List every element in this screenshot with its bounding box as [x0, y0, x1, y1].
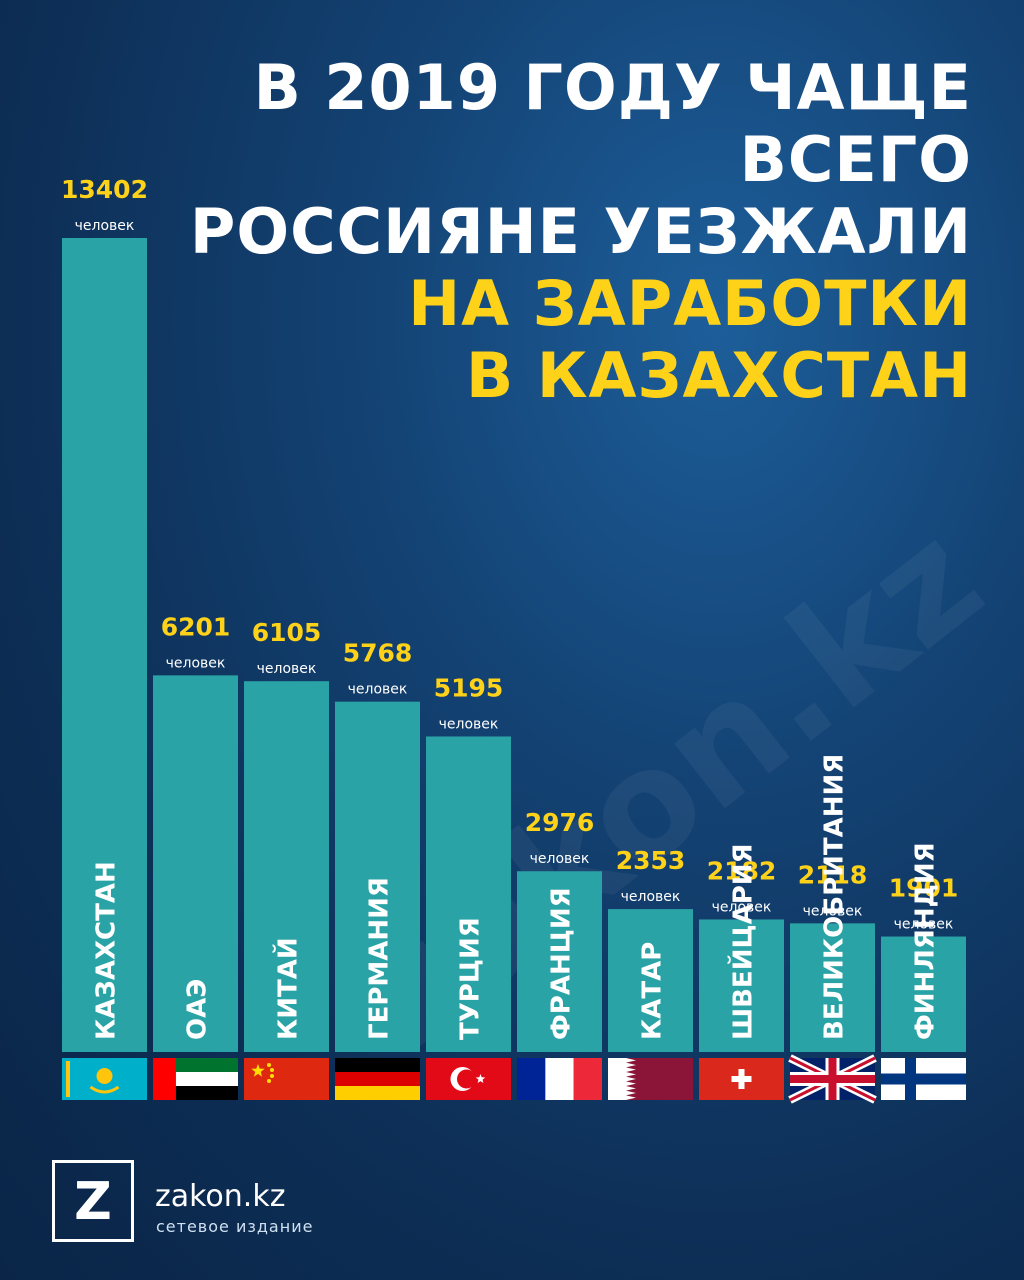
value-label: 1901	[889, 874, 959, 903]
country-label: ТУРЦИЯ	[456, 917, 486, 1040]
bar	[881, 936, 966, 1052]
finland-flag	[881, 1058, 966, 1100]
unit-label: человек	[166, 655, 226, 671]
switzerland-flag	[699, 1058, 784, 1100]
bar-group: 5768 человек ГЕРМАНИЯ	[335, 639, 420, 1100]
flag-cross-red-h	[790, 1075, 875, 1083]
unit-label: человек	[348, 682, 408, 698]
uk-flag	[788, 1054, 877, 1104]
flag-hoist-red	[153, 1058, 176, 1100]
country-label: КАТАР	[638, 942, 668, 1040]
flag-cross-h	[731, 1076, 752, 1082]
flag-small-star	[270, 1068, 274, 1072]
unit-label: человек	[894, 917, 954, 933]
bar	[244, 681, 329, 1052]
bar-group: 6201 человек ОАЭ	[153, 612, 238, 1100]
flag-stripe-red	[573, 1058, 602, 1100]
flag-stripe-red	[335, 1072, 420, 1086]
country-label: ФИНЛЯНДИЯ	[911, 842, 941, 1040]
brand-subtitle: сетевое издание	[156, 1217, 314, 1236]
title-line-3: НА ЗАРАБОТКИ	[408, 267, 972, 340]
country-label: ВЕЛИКОБРИТАНИЯ	[820, 754, 850, 1040]
bar-group: 2976 человек ФРАНЦИЯ	[517, 808, 602, 1100]
country-label: ШВЕЙЦАРИЯ	[727, 843, 759, 1040]
kazakhstan-flag	[62, 1058, 147, 1100]
value-label: 5768	[343, 639, 413, 668]
flag-field	[244, 1058, 329, 1100]
flag-big-star	[251, 1064, 265, 1077]
bar-chart: 13402 человек КАЗАХСТАН 6201 человек ОАЭ 6105 ч…	[61, 175, 966, 1104]
qatar-flag	[608, 1058, 693, 1100]
flag-small-star	[267, 1063, 271, 1067]
flag-small-star	[267, 1079, 271, 1083]
flag-star	[475, 1074, 486, 1083]
title-line-4: В КАЗАХСТАН	[465, 339, 972, 412]
z-logo-icon: Z	[74, 1172, 112, 1231]
country-label: КИТАЙ	[272, 937, 304, 1040]
value-label: 6105	[252, 618, 322, 647]
flag-small-star	[270, 1074, 274, 1078]
value-label: 6201	[161, 612, 231, 641]
bar	[335, 701, 420, 1052]
flag-ornament	[66, 1061, 70, 1097]
bar	[426, 736, 511, 1052]
flag-eagle	[89, 1085, 120, 1094]
unit-label: человек	[712, 899, 772, 915]
bar-group: 6105 человек КИТАЙ	[244, 618, 329, 1100]
value-label: 5195	[434, 673, 504, 702]
chart-title: В 2019 ГОДУ ЧАЩЕ ВСЕГО РОССИЯНЕ УЕЗЖАЛИ …	[0, 52, 972, 412]
logo-letter: Z	[74, 1172, 112, 1231]
brand-name: zakon.kz	[155, 1179, 286, 1214]
country-label: ОАЭ	[183, 979, 213, 1040]
flag-stripe-white	[545, 1058, 574, 1100]
country-label: КАЗАХСТАН	[92, 861, 122, 1040]
title-line-1: В 2019 ГОДУ ЧАЩЕ ВСЕГО	[253, 51, 972, 196]
value-label: 2182	[707, 856, 777, 885]
bar-group: 5195 человек ТУРЦИЯ	[426, 673, 511, 1100]
flag-cross-h	[881, 1073, 966, 1085]
title-line-2: РОССИЯНЕ УЕЗЖАЛИ	[189, 195, 972, 268]
value-label: 13402	[61, 175, 148, 204]
bar	[608, 909, 693, 1052]
bar	[790, 923, 875, 1052]
unit-label: человек	[439, 716, 499, 732]
unit-label: человек	[803, 903, 863, 919]
bar	[62, 238, 147, 1052]
france-flag	[517, 1058, 602, 1100]
flag-stripe-blue	[517, 1058, 546, 1100]
germany-flag	[335, 1058, 420, 1100]
zakon-logo: Z	[52, 1160, 134, 1242]
flag-stripe-gold	[335, 1086, 420, 1100]
value-label: 2118	[798, 860, 868, 889]
unit-label: человек	[75, 218, 135, 234]
value-label: 2353	[616, 846, 686, 875]
flag-serrated-band	[608, 1058, 636, 1100]
bar	[153, 675, 238, 1052]
china-flag	[244, 1058, 329, 1100]
value-label: 2976	[525, 808, 595, 837]
turkey-flag	[426, 1058, 511, 1100]
bar-group: 2353 человек КАТАР	[608, 846, 693, 1100]
bar-group: 13402 человек КАЗАХСТАН	[61, 175, 148, 1100]
bar	[517, 871, 602, 1052]
bar	[699, 919, 784, 1052]
country-label: ФРАНЦИЯ	[547, 887, 577, 1040]
unit-label: человек	[257, 661, 317, 677]
unit-label: человек	[530, 851, 590, 867]
uae-flag	[153, 1058, 238, 1100]
flag-stripe-black	[335, 1058, 420, 1072]
unit-label: человек	[621, 889, 681, 905]
flag-sun	[96, 1068, 113, 1084]
flag-crescent-inner	[457, 1069, 476, 1089]
country-label: ГЕРМАНИЯ	[365, 877, 395, 1040]
